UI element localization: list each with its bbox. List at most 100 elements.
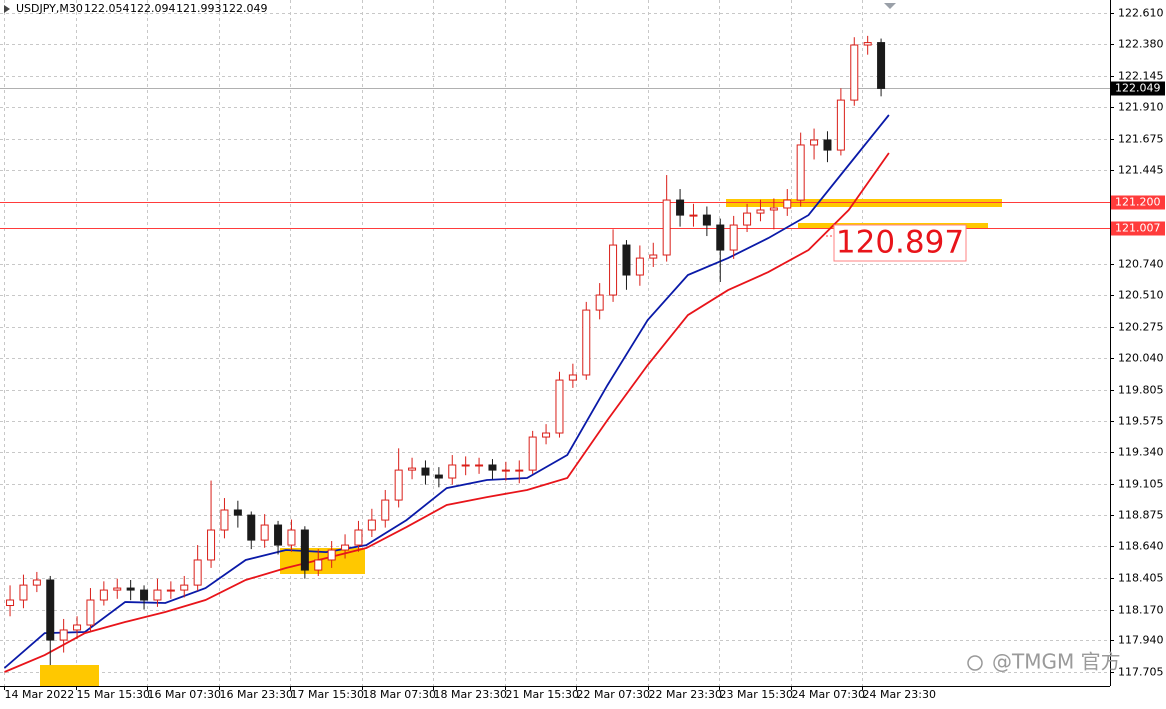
y-tick-label: 120.740 [1118,258,1164,271]
candle-body [863,42,872,46]
candle-body [113,587,122,591]
y-tick-label: 118.170 [1118,604,1164,617]
candle-body [475,464,484,467]
x-tick-label: 17 Mar 15:30 [291,688,364,701]
candle-body [394,469,403,501]
candle-body [153,589,162,601]
candle-body [207,529,216,561]
y-tick-label: 117.940 [1118,634,1164,647]
x-tick-label: 18 Mar 07:30 [363,688,436,701]
candle-body [274,524,283,546]
candle-body [140,589,149,601]
last-price-box [1111,81,1165,96]
candle-body [233,509,242,516]
candle-body [32,579,41,586]
y-tick-label: 121.675 [1118,133,1164,146]
header-icon [4,5,10,13]
candle-body [716,224,725,251]
candle-body [180,584,189,591]
x-tick-label: 18 Mar 23:30 [434,688,507,701]
y-tick-label: 121.910 [1118,101,1164,114]
y-tick-label: 122.145 [1118,70,1164,83]
candle-body [769,207,778,211]
candle-body [850,44,859,101]
moving-average [3,114,890,669]
candle-body [354,529,363,546]
moving-average [4,152,890,673]
candle-body [729,224,738,251]
candle-body [635,257,644,276]
x-tick-label: 16 Mar 23:30 [220,688,293,701]
candle-body [595,294,604,311]
candle-body [247,514,256,541]
last-price-label: 122.049 [1115,82,1161,95]
candle-body [448,464,457,479]
y-tick-label: 119.805 [1118,384,1164,397]
candle-body [649,254,658,259]
candle-body [528,436,537,471]
annotation-box [833,224,967,262]
watermark-icon [967,655,983,671]
x-tick-label: 24 Mar 07:30 [792,688,865,701]
y-tick-label: 118.640 [1118,540,1164,553]
candle-body [434,474,443,479]
y-tick-label: 120.510 [1118,289,1164,302]
x-tick-label: 23 Mar 15:30 [720,688,793,701]
level-label: 121.200 [1115,196,1161,209]
candle-body [367,519,376,531]
x-tick-label: 14 Mar 2022 [5,688,75,701]
y-tick-label: 120.275 [1118,321,1164,334]
candle-body [73,624,82,631]
candle-body [126,587,135,591]
candle-body [622,244,631,276]
candle-body [542,432,551,438]
x-tick-label: 16 Mar 07:30 [148,688,221,701]
candle-body [582,309,591,376]
grid [0,0,1110,686]
y-tick-label: 119.575 [1118,415,1164,428]
candle-body [341,544,350,551]
candle-body [783,199,792,209]
level-label-box [1111,221,1165,236]
candle-body [501,469,510,472]
y-tick-label: 122.380 [1118,38,1164,51]
candle-body [702,214,711,226]
annotation-text: 120.897 [836,225,964,261]
header-quote: 122.094 [130,2,176,15]
y-tick-label: 117.705 [1118,666,1164,679]
x-tick-label: 22 Mar 07:30 [577,688,650,701]
candle-body [488,464,497,471]
candle-body [796,144,805,201]
candle-body [300,529,309,571]
candle-body [689,214,698,217]
candle-body [555,379,564,434]
y-tick-label: 118.875 [1118,509,1164,522]
candle-body [19,584,28,601]
axis-labels: 122.610 122.380 122.145 121.910 121.675 121.4… [4,7,1165,701]
x-tick-label: 15 Mar 15:30 [77,688,150,701]
candle-body [46,579,55,641]
candle-body [568,374,577,381]
y-tick-label: 119.105 [1118,478,1164,491]
candle-body [515,469,524,472]
x-tick-label: 21 Mar 15:30 [506,688,579,701]
level-label-box [1111,195,1165,210]
watermark-text: @TMGM 官方 [992,650,1121,674]
y-tick-label: 119.340 [1118,446,1164,459]
shift-marker [884,3,896,9]
candle-body [408,467,417,471]
header-quote: 122.054 [84,2,130,15]
candles [3,35,890,673]
level-label: 121.007 [1115,222,1161,235]
candle-body [743,212,752,226]
header-quote: 122.049 [222,2,268,15]
y-tick-label: 118.405 [1118,572,1164,585]
candle-body [59,629,68,641]
candle-body [6,599,15,607]
candle-body [260,524,269,541]
highlight-zone [40,665,99,686]
candle-body [662,199,671,256]
candle-body [823,139,832,151]
candle-body [756,209,765,214]
